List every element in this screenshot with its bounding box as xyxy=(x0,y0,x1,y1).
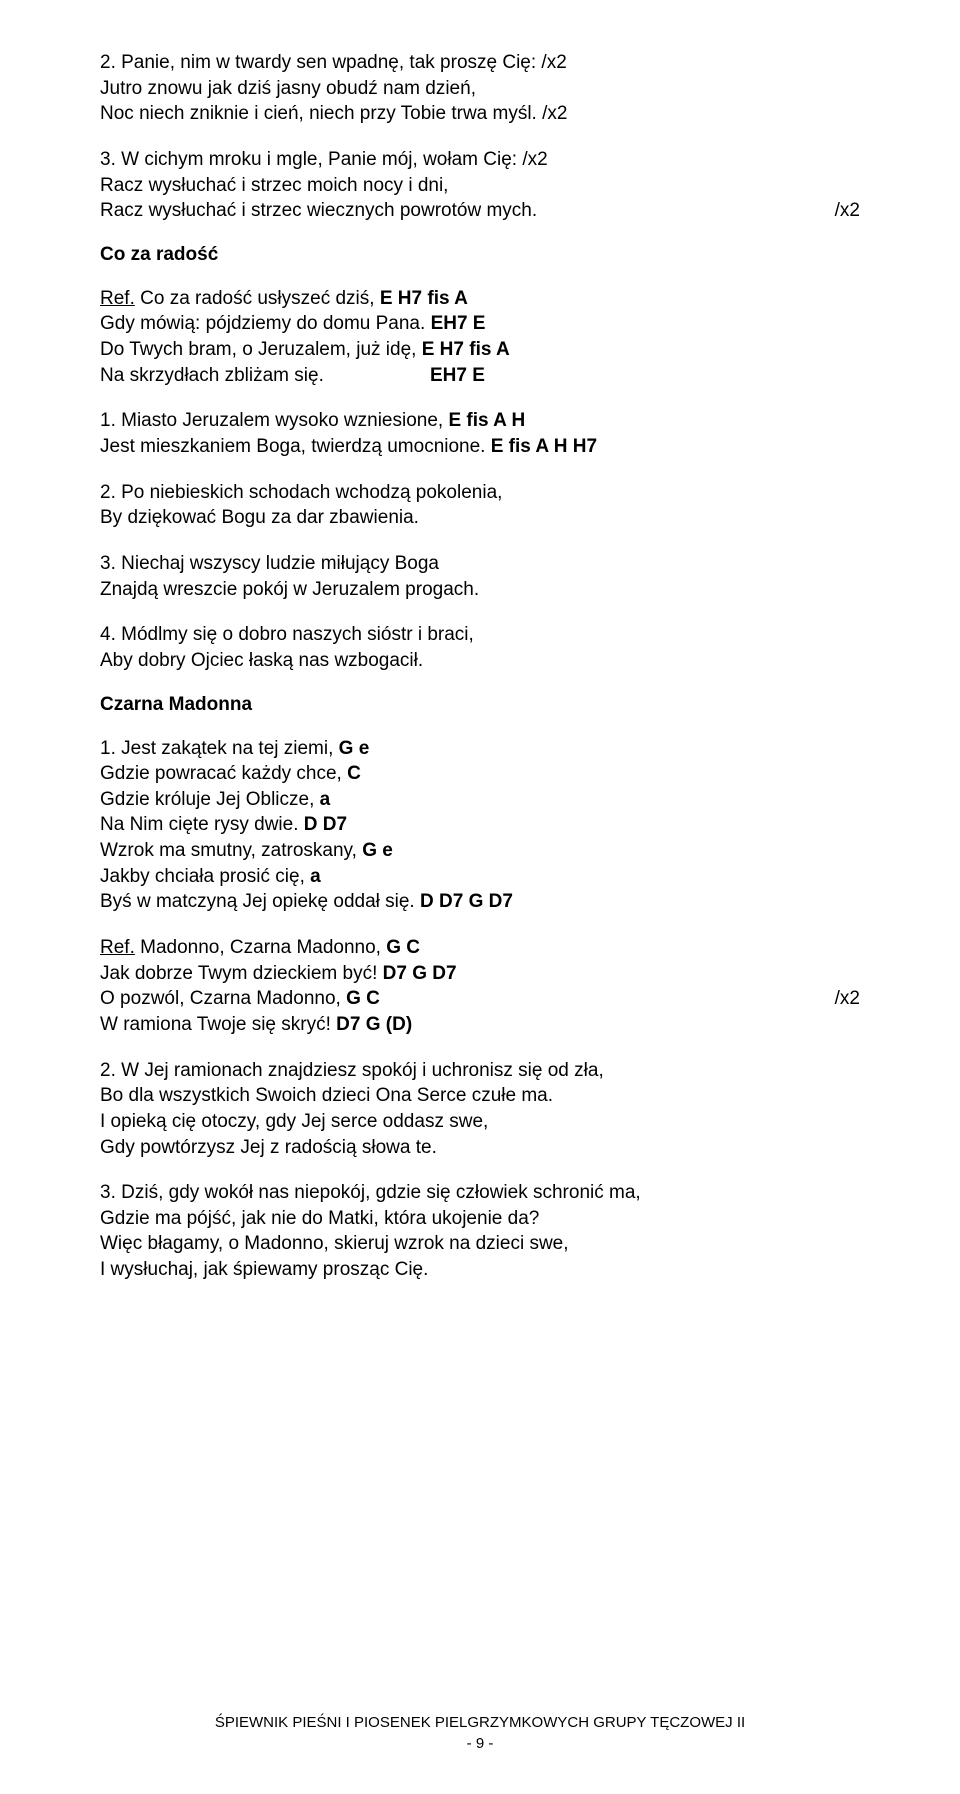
chord: C xyxy=(347,763,361,784)
text-segment: O pozwól, Czarna Madonno, G C xyxy=(100,986,795,1012)
text-line: I wysłuchaj, jak śpiewamy prosząc Cię. xyxy=(100,1259,428,1280)
text-line: Noc niech zniknie i cień, niech przy Tob… xyxy=(100,103,567,124)
text-line: Madonno, Czarna Madonno, xyxy=(135,937,386,958)
text-line: Gdy mówią: pójdziemy do domu Pana. xyxy=(100,313,431,334)
text-line: 2. Panie, nim w twardy sen wpadnę, tak p… xyxy=(100,52,567,73)
chord: D7 G (D) xyxy=(336,1014,412,1035)
text-line: Bo dla wszystkich Swoich dzieci Ona Serc… xyxy=(100,1085,553,1106)
chord: a xyxy=(310,866,321,887)
text-line: 2. W Jej ramionach znajdziesz spokój i u… xyxy=(100,1060,604,1081)
chord: D D7 xyxy=(304,814,347,835)
text-line: 3. Dziś, gdy wokół nas niepokój, gdzie s… xyxy=(100,1182,641,1203)
song2-refrain: Ref. Co za radość usłyszeć dziś, E H7 fi… xyxy=(100,286,860,389)
chord: E H7 fis A xyxy=(422,339,510,360)
song2-verse2: 2. Po niebieskich schodach wchodzą pokol… xyxy=(100,480,860,531)
text-line: Gdzie ma pójść, jak nie do Matki, która … xyxy=(100,1208,539,1229)
chord: E fis A H xyxy=(448,410,525,431)
text-line: Znajdą wreszcie pokój w Jeruzalem progac… xyxy=(100,579,479,600)
song3-refrain: Ref. Madonno, Czarna Madonno, G C Jak do… xyxy=(100,935,860,1038)
chord: G C xyxy=(346,988,380,1009)
song1-verse2: 2. Panie, nim w twardy sen wpadnę, tak p… xyxy=(100,50,860,127)
text-line-with-marker: O pozwól, Czarna Madonno, G C /x2 xyxy=(100,986,860,1012)
footer-title: ŚPIEWNIK PIEŚNI I PIOSENEK PIELGRZYMKOWY… xyxy=(100,1712,860,1733)
text-line: 3. Niechaj wszyscy ludzie miłujący Boga xyxy=(100,553,439,574)
repeat-marker: /x2 xyxy=(795,986,860,1012)
chord: a xyxy=(320,789,331,810)
text-line: Więc błagamy, o Madonno, skieruj wzrok n… xyxy=(100,1233,569,1254)
text-line-with-chord: Na skrzydłach zbliżam się. EH7 E xyxy=(100,363,860,389)
text-line: Byś w matczyną Jej opiekę oddał się. xyxy=(100,891,420,912)
chord: G e xyxy=(362,840,393,861)
song2-verse1: 1. Miasto Jeruzalem wysoko wzniesione, E… xyxy=(100,408,860,459)
text-line: Racz wysłuchać i strzec wiecznych powrot… xyxy=(100,198,795,224)
document-content: 2. Panie, nim w twardy sen wpadnę, tak p… xyxy=(100,50,860,1692)
text-line: Aby dobry Ojciec łaską nas wzbogacił. xyxy=(100,650,423,671)
text-line: Do Twych bram, o Jeruzalem, już idę, xyxy=(100,339,422,360)
text-line: Na skrzydłach zbliżam się. xyxy=(100,363,430,389)
page-footer: ŚPIEWNIK PIEŚNI I PIOSENEK PIELGRZYMKOWY… xyxy=(100,1712,860,1754)
song3-verse3: 3. Dziś, gdy wokół nas niepokój, gdzie s… xyxy=(100,1180,860,1283)
text-line: Wzrok ma smutny, zatroskany, xyxy=(100,840,362,861)
chord: G e xyxy=(339,738,370,759)
song2-verse3: 3. Niechaj wszyscy ludzie miłujący Boga … xyxy=(100,551,860,602)
text-line: 1. Jest zakątek na tej ziemi, xyxy=(100,738,339,759)
text-line: Jest mieszkaniem Boga, twierdzą umocnion… xyxy=(100,436,491,457)
text-line: Racz wysłuchać i strzec moich nocy i dni… xyxy=(100,175,448,196)
ref-prefix: Ref. xyxy=(100,937,135,958)
chord: D D7 G D7 xyxy=(420,891,513,912)
song2-title: Co za radość xyxy=(100,244,860,266)
ref-prefix: Ref. xyxy=(100,288,135,309)
text-line: Gdzie króluje Jej Oblicze, xyxy=(100,789,320,810)
text-line: 2. Po niebieskich schodach wchodzą pokol… xyxy=(100,482,502,503)
text-line: O pozwól, Czarna Madonno, xyxy=(100,988,346,1009)
text-line: 4. Módlmy się o dobro naszych sióstr i b… xyxy=(100,624,474,645)
text-line: Jutro znowu jak dziś jasny obudź nam dzi… xyxy=(100,78,476,99)
chord: D7 G D7 xyxy=(383,963,457,984)
repeat-marker: /x2 xyxy=(795,198,860,224)
text-line: Co za radość usłyszeć dziś, xyxy=(135,288,380,309)
song3-title: Czarna Madonna xyxy=(100,694,860,716)
text-line: I opieką cię otoczy, gdy Jej serce oddas… xyxy=(100,1111,488,1132)
text-line: Jak dobrze Twym dzieckiem być! xyxy=(100,963,383,984)
chord: G C xyxy=(386,937,420,958)
text-line: Na Nim cięte rysy dwie. xyxy=(100,814,304,835)
text-line: 3. W cichym mroku i mgle, Panie mój, woł… xyxy=(100,149,548,170)
song3-verse1: 1. Jest zakątek na tej ziemi, G e Gdzie … xyxy=(100,736,860,915)
chord: E H7 fis A xyxy=(380,288,468,309)
chord: E fis A H H7 xyxy=(491,436,597,457)
text-line: By dziękować Bogu za dar zbawienia. xyxy=(100,507,419,528)
song3-verse2: 2. W Jej ramionach znajdziesz spokój i u… xyxy=(100,1058,860,1161)
text-line: Gdzie powracać każdy chce, xyxy=(100,763,347,784)
chord: EH7 E xyxy=(431,313,486,334)
text-line: Jakby chciała prosić cię, xyxy=(100,866,310,887)
text-line: Gdy powtórzysz Jej z radością słowa te. xyxy=(100,1137,437,1158)
song2-verse4: 4. Módlmy się o dobro naszych sióstr i b… xyxy=(100,622,860,673)
chord: EH7 E xyxy=(430,363,860,389)
text-line-with-marker: Racz wysłuchać i strzec wiecznych powrot… xyxy=(100,198,860,224)
text-line: 1. Miasto Jeruzalem wysoko wzniesione, xyxy=(100,410,448,431)
song1-verse3: 3. W cichym mroku i mgle, Panie mój, woł… xyxy=(100,147,860,224)
text-line: W ramiona Twoje się skryć! xyxy=(100,1014,336,1035)
page-number: - 9 - xyxy=(100,1733,860,1754)
